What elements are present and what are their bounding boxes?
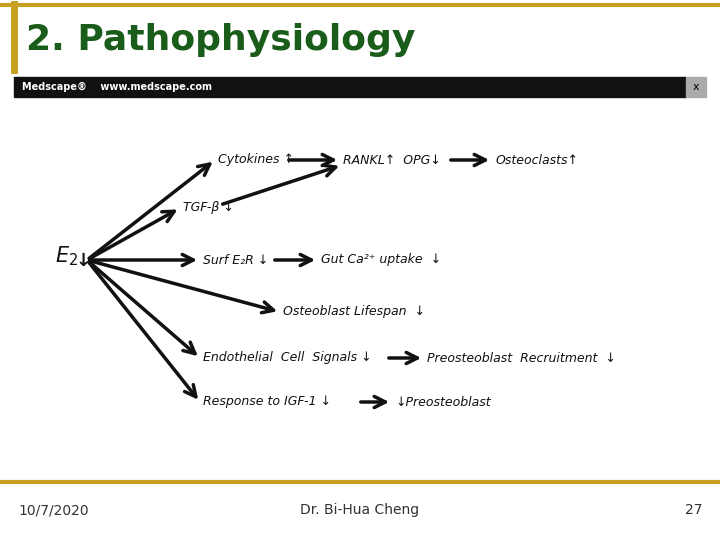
Bar bbox=[14, 77, 706, 477]
Text: ↓Preosteoblast: ↓Preosteoblast bbox=[395, 395, 490, 408]
Text: Response to IGF-1 ↓: Response to IGF-1 ↓ bbox=[203, 395, 331, 408]
Bar bbox=[14, 77, 686, 97]
Text: $E_2$: $E_2$ bbox=[55, 244, 78, 268]
Bar bbox=[686, 77, 706, 97]
Text: Gut Ca²⁺ uptake  ↓: Gut Ca²⁺ uptake ↓ bbox=[321, 253, 441, 267]
Text: Surf E₂R ↓: Surf E₂R ↓ bbox=[203, 253, 269, 267]
Text: Medscape®    www.medscape.com: Medscape® www.medscape.com bbox=[22, 82, 212, 92]
Text: Preosteoblast  Recruitment  ↓: Preosteoblast Recruitment ↓ bbox=[427, 352, 616, 365]
Text: 10/7/2020: 10/7/2020 bbox=[18, 503, 89, 517]
Text: 2. Pathophysiology: 2. Pathophysiology bbox=[26, 23, 415, 57]
Text: Cytokines ↑: Cytokines ↑ bbox=[218, 153, 294, 166]
Text: Dr. Bi-Hua Cheng: Dr. Bi-Hua Cheng bbox=[300, 503, 420, 517]
Text: Osteoblast Lifespan  ↓: Osteoblast Lifespan ↓ bbox=[283, 306, 425, 319]
Text: Osteoclasts↑: Osteoclasts↑ bbox=[495, 153, 578, 166]
Text: ↓: ↓ bbox=[76, 252, 91, 270]
Text: Endothelial  Cell  Signals ↓: Endothelial Cell Signals ↓ bbox=[203, 352, 372, 365]
Text: TGF-β ↓: TGF-β ↓ bbox=[183, 201, 234, 214]
Text: x: x bbox=[693, 82, 699, 92]
Text: 27: 27 bbox=[685, 503, 702, 517]
Text: RANKL↑  OPG↓: RANKL↑ OPG↓ bbox=[343, 153, 441, 166]
